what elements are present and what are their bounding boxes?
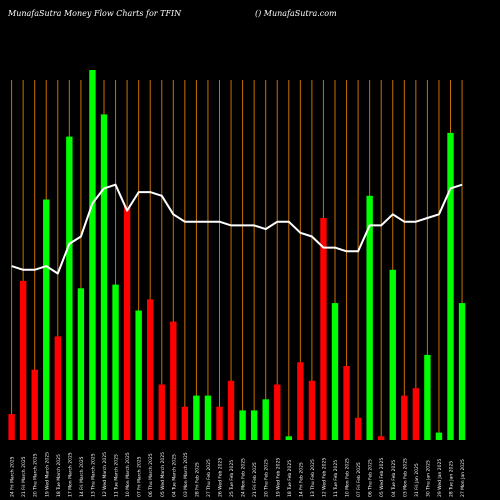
- bar: [193, 395, 200, 440]
- bar: [216, 406, 223, 440]
- bar: [204, 395, 212, 440]
- x-tick-label: 07 Fri Feb 2025: [356, 462, 362, 497]
- bar: [447, 132, 454, 440]
- x-tick-label: 28 Tue Jan 2025: [449, 461, 455, 497]
- x-tick-label: 24 Mon Feb 2025: [241, 458, 247, 497]
- bar: [158, 384, 165, 440]
- bar: [43, 199, 50, 440]
- bar: [8, 414, 15, 440]
- bar: [100, 114, 108, 441]
- x-tick-label: 10 Mon March 2025: [125, 452, 131, 497]
- x-tick-label: 13 Thu March 2025: [90, 453, 96, 497]
- money-flow-line: [11, 183, 463, 275]
- x-tick-label: 11 Tue March 2025: [114, 454, 120, 497]
- x-tick-label: 20 Thu Feb 2025: [264, 459, 270, 497]
- x-tick-label: 05 Wed Feb 2025: [379, 458, 385, 497]
- x-tick-label: 31 Fri Jan 2025: [414, 463, 420, 497]
- x-tick-label: 18 Tue March 2025: [56, 454, 62, 497]
- bar: [331, 303, 339, 440]
- x-tick-label: 27 Mon Jan 2025: [460, 459, 466, 497]
- bar: [135, 310, 142, 440]
- x-tick-label: 20 Thu March 2025: [33, 453, 39, 497]
- x-tick-label: 07 Fri March 2025: [137, 456, 143, 497]
- bar: [354, 417, 362, 440]
- bar: [274, 384, 281, 440]
- x-tick-label: 05 Wed March 2025: [160, 452, 166, 497]
- x-tick-label: 27 Thu Feb 2025: [206, 459, 212, 497]
- bar: [227, 380, 235, 440]
- x-tick-label: 03 Mon Feb 2025: [402, 458, 408, 497]
- bar: [285, 436, 292, 440]
- bar: [31, 369, 38, 440]
- bar: [412, 388, 420, 440]
- x-tick-label: 28 Fri Feb 2025: [194, 462, 200, 497]
- x-tick-label: 04 Tue March 2025: [171, 454, 177, 497]
- bar: [320, 218, 327, 440]
- bar: [401, 395, 408, 440]
- x-tick-label: 12 Wed Feb 2025: [321, 458, 327, 497]
- bar: [262, 399, 269, 440]
- x-tick-label: 18 Tue Feb 2025: [287, 460, 293, 497]
- bar: [297, 362, 304, 440]
- bar: [147, 299, 154, 440]
- bar: [366, 195, 373, 440]
- x-tick-label: 30 Thu Jan 2025: [425, 460, 431, 497]
- bar: [112, 284, 119, 440]
- chart-title: MunafaSutra Money Flow Charts for TFIN: [8, 9, 182, 18]
- x-tick-label: 19 Wed Feb 2025: [275, 458, 281, 497]
- x-tick-label: 12 Wed March 2025: [102, 452, 108, 497]
- bar: [424, 354, 431, 440]
- bar: [343, 366, 350, 440]
- bar: [66, 136, 73, 440]
- bar: [389, 269, 396, 440]
- x-tick-label: 25 Tue Feb 2025: [229, 460, 235, 497]
- bar: [170, 321, 177, 440]
- x-tick-label: 19 Wed March 2025: [44, 452, 50, 497]
- bar: [378, 436, 385, 440]
- bar: [181, 406, 189, 440]
- x-tick-label: 29 Wed Jan 2025: [437, 459, 443, 497]
- bar: [54, 336, 61, 440]
- x-tick-label: 04 Tue Feb 2025: [391, 460, 397, 497]
- bar: [435, 432, 443, 440]
- x-tick-label: 13 Thu Feb 2025: [310, 459, 316, 497]
- x-tick-label: 21 Fri March 2025: [21, 456, 27, 497]
- bar: [77, 288, 85, 440]
- x-tick-label: 06 Thu Feb 2025: [368, 459, 374, 497]
- x-tick-label: 10 Mon Feb 2025: [345, 458, 351, 497]
- bar: [123, 206, 131, 440]
- x-tick-label: 11 Tue Feb 2025: [333, 460, 339, 497]
- bar: [250, 410, 258, 440]
- bar: [239, 410, 246, 440]
- bar: [458, 303, 466, 440]
- bar: [308, 380, 316, 440]
- x-tick-label: 17 Mon March 2025: [67, 452, 73, 497]
- x-tick-label: 14 Fri Feb 2025: [298, 462, 304, 497]
- x-tick-label: 21 Fri Feb 2025: [252, 462, 258, 497]
- bar: [19, 280, 27, 440]
- x-tick-label: 03 Mon March 2025: [183, 452, 189, 497]
- x-tick-label: 26 Wed Feb 2025: [218, 458, 224, 497]
- x-tick-label: 14 Fri March 2025: [79, 456, 85, 497]
- x-tick-label: 06 Thu March 2025: [148, 453, 154, 497]
- x-tick-label: 24 Fri March 2025: [10, 456, 16, 497]
- bar: [89, 70, 96, 440]
- site-credit: () MunafaSutra.com: [255, 9, 337, 18]
